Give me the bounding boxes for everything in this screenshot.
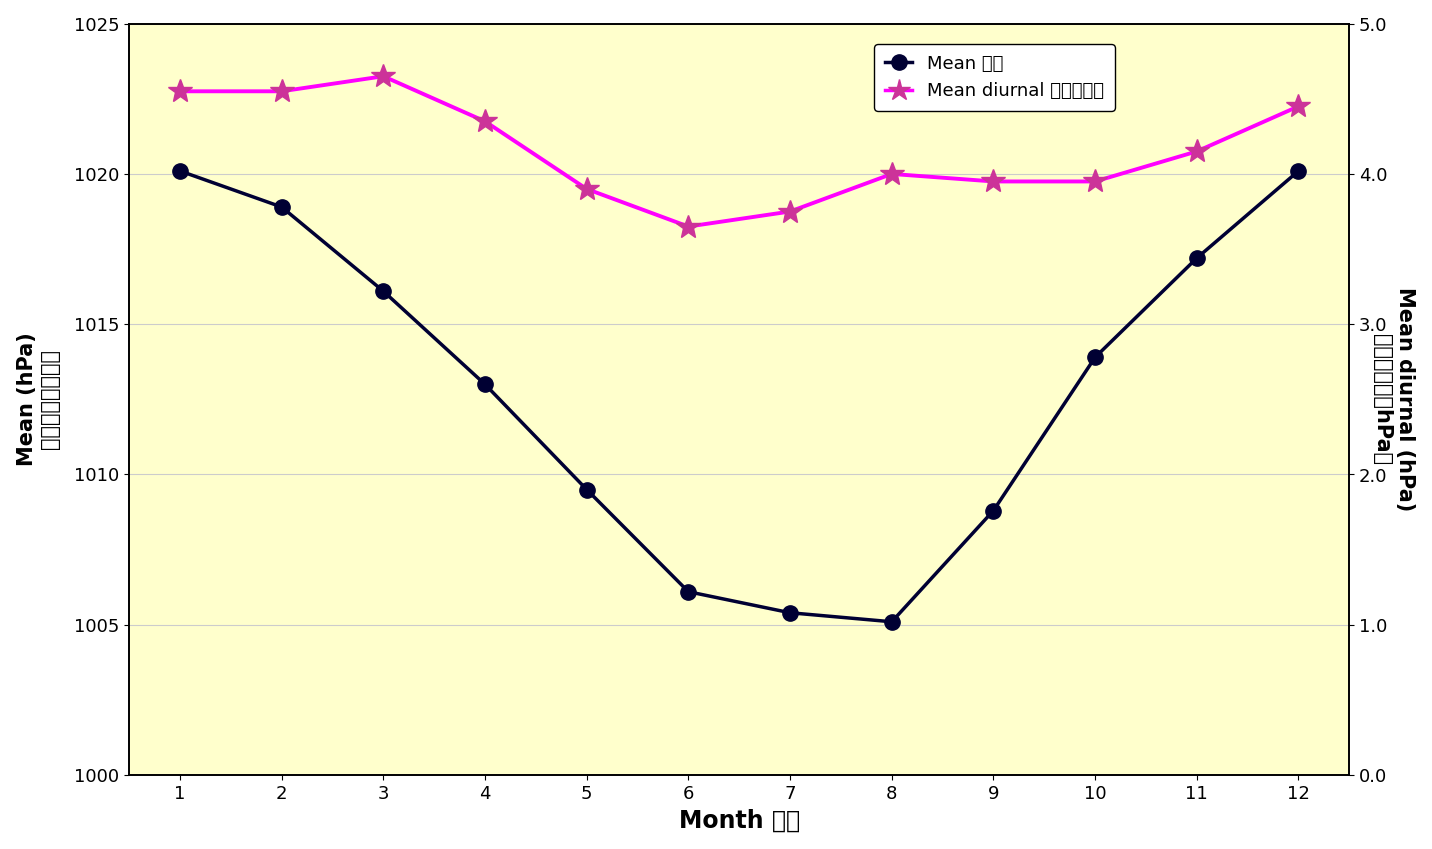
Y-axis label: Mean (hPa)
平均（百帕斯卡）: Mean (hPa) 平均（百帕斯卡） [17, 333, 60, 466]
X-axis label: Month 月份: Month 月份 [679, 808, 800, 832]
Legend: Mean 平均, Mean diurnal 平均日较差: Mean 平均, Mean diurnal 平均日较差 [875, 44, 1114, 110]
Y-axis label: Mean diurnal (hPa)
平均日较差（hPa）: Mean diurnal (hPa) 平均日较差（hPa） [1372, 287, 1415, 511]
